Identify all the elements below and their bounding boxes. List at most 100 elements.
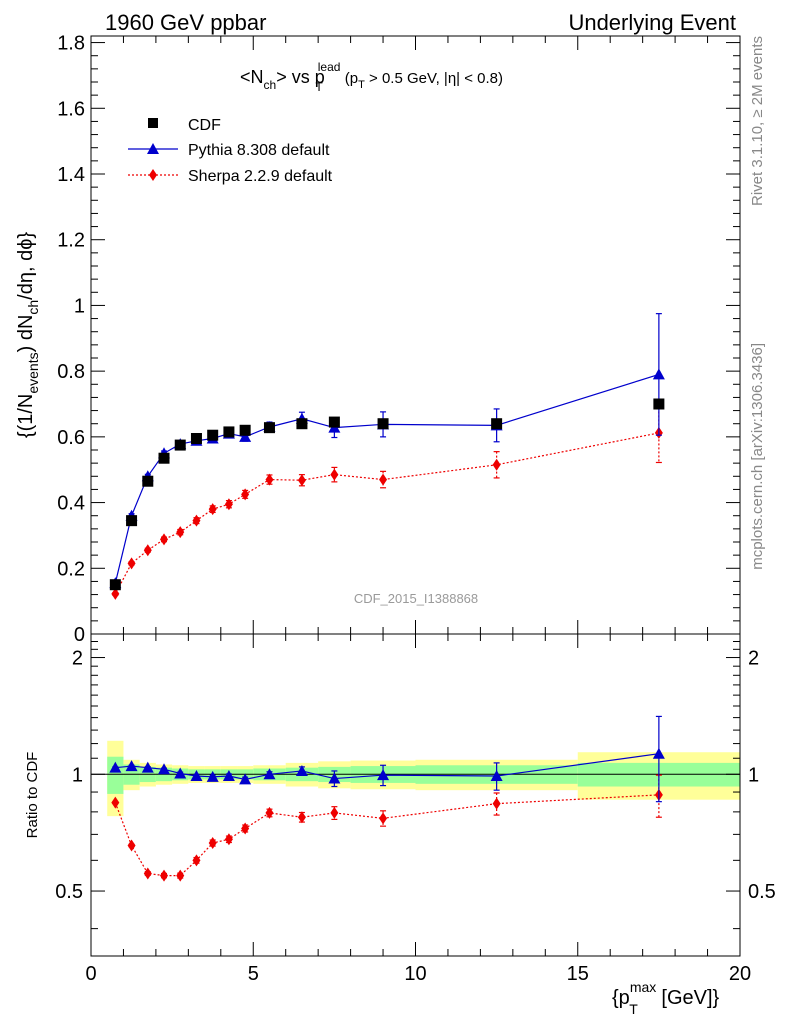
watermark: CDF_2015_I1388868	[354, 591, 478, 606]
ratio-ytick-label-right: 2	[748, 648, 759, 670]
cdf-point	[126, 515, 138, 527]
main-ytick-label: 0.2	[57, 558, 85, 580]
ratio-sherpa-point	[330, 806, 339, 819]
ratio-ytick-label: 0.5	[55, 881, 83, 903]
sherpa-point	[297, 474, 306, 487]
legend-marker-sherpa	[149, 169, 157, 181]
ratio-pythia-point	[263, 768, 276, 780]
ratio-sherpa-point	[379, 812, 388, 825]
main-ytick-label: 0	[74, 624, 85, 646]
ratio-ytick-label-right: 0.5	[748, 881, 776, 903]
legend-marker-pythia	[147, 143, 159, 154]
sherpa-point	[111, 587, 120, 600]
sherpa-point	[176, 526, 185, 539]
cdf-point	[239, 424, 251, 436]
sherpa-point	[265, 473, 274, 486]
ratio-sherpa-point	[208, 837, 217, 850]
header-left: 1960 GeV ppbar	[105, 10, 266, 35]
ratio-series-layer	[109, 715, 665, 882]
sherpa-point	[492, 458, 501, 471]
legend-label-cdf: CDF	[188, 117, 221, 134]
xtick-label: 20	[729, 963, 751, 985]
ratio-sherpa-point	[127, 839, 136, 852]
ratio-ytick-label: 2	[72, 648, 83, 670]
legend-label-pythia: Pythia 8.308 default	[188, 142, 330, 159]
ratio-sherpa-point	[241, 822, 250, 835]
pythia-point	[652, 368, 665, 380]
ratio-pythia-point	[490, 769, 503, 781]
ratio-y-ticks: 0.5 0.5 1 1 2 2	[55, 640, 776, 930]
legend-marker-cdf	[148, 118, 158, 128]
main-ytick-label: 0.8	[57, 361, 85, 383]
main-ytick-label: 1	[74, 295, 85, 317]
legend-entry-sherpa: Sherpa 2.2.9 default	[128, 168, 333, 185]
ratio-pythia-point	[222, 769, 235, 781]
main-series-layer	[109, 313, 665, 600]
legend-entry-cdf: CDF	[148, 117, 221, 134]
sherpa-point	[224, 498, 233, 511]
xtick-label: 15	[567, 963, 589, 985]
ratio-sherpa-point	[192, 854, 201, 867]
ratio-pythia-point	[239, 773, 252, 785]
svg-text:{(1/Nevents) dNch/dη, dϕ}: {(1/Nevents) dNch/dη, dϕ}	[15, 232, 41, 439]
sherpa-point	[143, 544, 152, 557]
ratio-pythia-point	[206, 770, 219, 782]
ratio-sherpa-point	[492, 797, 501, 810]
ratio-ytick-label: 1	[72, 764, 83, 786]
ratio-pythia-point	[377, 769, 390, 781]
pythia-line	[114, 373, 660, 584]
legend: CDF Pythia 8.308 default Sherpa 2.2.9 de…	[128, 117, 333, 185]
ratio-pythia-point	[652, 747, 665, 759]
ratio-ytick-label-right: 1	[748, 764, 759, 786]
ratio-pythia-point	[190, 769, 203, 781]
ratio-pythia-point	[295, 764, 308, 776]
ratio-sherpa-point	[224, 833, 233, 846]
band-inner	[107, 756, 124, 794]
legend-entry-pythia: Pythia 8.308 default	[128, 142, 330, 159]
ratio-reference-bands	[107, 740, 740, 817]
cdf-point	[109, 579, 121, 591]
xtick-label: 0	[85, 963, 96, 985]
sherpa-point	[330, 468, 339, 481]
sherpa-line	[114, 432, 659, 595]
cdf-point	[491, 418, 503, 430]
ratio-sherpa-point	[265, 806, 274, 819]
cdf-point	[158, 452, 170, 464]
ratio-sherpa-point	[143, 867, 152, 880]
ratio-x-ticks: 0 5 10 15 20	[85, 634, 751, 985]
cdf-point	[296, 418, 308, 430]
main-x-ticks	[90, 36, 741, 634]
main-y-axis-label: {(1/Nevents) dNch/dη, dϕ}	[15, 232, 41, 439]
main-y-ticks: 0 0.2 0.4 0.6 0.8 1 1.2 1.4 1.6 1.8	[57, 33, 740, 646]
x-axis-label: {pmax T [GeV]}	[612, 979, 720, 1017]
cdf-point	[263, 422, 275, 434]
ratio-sherpa-point	[297, 811, 306, 824]
main-panel: 0 0.2 0.4 0.6 0.8 1 1.2 1.4 1.6 1.8 CDF_2015_I138…	[15, 33, 741, 646]
main-ytick-label: 0.6	[57, 427, 85, 449]
ratio-sherpa-point	[176, 869, 185, 882]
ratio-sherpa-point	[160, 869, 169, 882]
ratio-pythia-point	[125, 760, 138, 772]
ratio-pythia-point	[328, 772, 341, 784]
mcplots-label: mcplots.cern.ch [arXiv:1306.3436]	[749, 343, 766, 570]
plot-title-text: <Nch> vs plead T (pT > 0.5 GeV, |η| < 0.8)	[240, 60, 503, 94]
sherpa-point	[379, 473, 388, 486]
cdf-point	[174, 439, 186, 451]
xtick-label: 5	[248, 963, 259, 985]
cdf-point	[142, 475, 154, 487]
ratio-pythia-point	[141, 761, 154, 773]
legend-label-sherpa: Sherpa 2.2.9 default	[188, 168, 333, 185]
ratio-sherpa-point	[111, 796, 120, 809]
sherpa-point	[208, 503, 217, 516]
cdf-point	[190, 433, 202, 444]
main-ytick-label: 1.4	[57, 164, 85, 186]
pythia-point	[239, 430, 252, 442]
cdf-point	[223, 426, 235, 438]
ratio-pythia-point	[174, 767, 187, 779]
main-ytick-label: 1.6	[57, 98, 85, 120]
cdf-point	[377, 418, 389, 430]
ratio-pythia-point	[158, 763, 171, 775]
main-ytick-label: 0.4	[57, 493, 85, 515]
rivet-version-label: Rivet 3.1.10, ≥ 2M events	[749, 36, 766, 206]
